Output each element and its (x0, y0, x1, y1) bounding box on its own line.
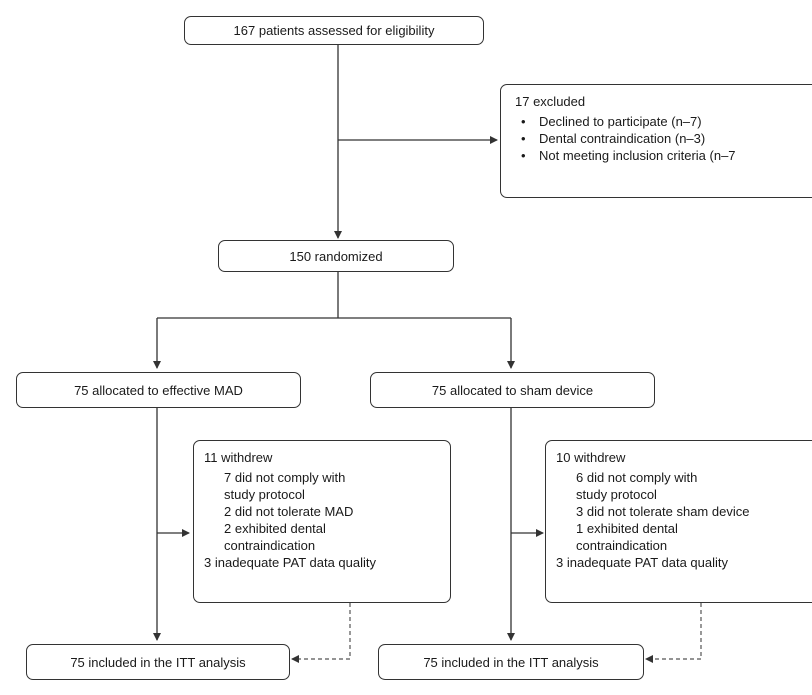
randomized-box: 150 randomized (218, 240, 454, 272)
exclusion-reason: Declined to participate (n–7) (515, 113, 812, 130)
withdrawal-reason: contraindication (224, 538, 316, 553)
arm2-withdrawal-box: 10 withdrew 6 did not comply with study … (545, 440, 812, 603)
exclusion-box: 17 excluded Declined to participate (n–7… (500, 84, 812, 198)
arm2-analysis-box: 75 included in the ITT analysis (378, 644, 644, 680)
exclusion-title: 17 excluded (515, 94, 586, 109)
withdrawal-reason: 6 did not comply with (576, 470, 698, 485)
withdrawal-reason: 3 inadequate PAT data quality (204, 555, 377, 570)
arm2-allocation-text: 75 allocated to sham device (431, 382, 594, 398)
arm1-analysis-box: 75 included in the ITT analysis (26, 644, 290, 680)
arm2-allocation-box: 75 allocated to sham device (370, 372, 655, 408)
exclusion-reason: Not meeting inclusion criteria (n–7 (515, 147, 812, 164)
arm2-pat-dashed (645, 603, 702, 663)
assessed-text: 167 patients assessed for eligibility (233, 23, 435, 38)
withdrawal-reason: 3 did not tolerate sham device (576, 504, 750, 519)
withdrawal-reason: contraindication (576, 538, 668, 553)
withdrawal-reason: study protocol (576, 487, 657, 502)
arm1-withdrawal-box: 11 withdrew 7 did not comply with study … (193, 440, 451, 603)
arm2-withdrew-title: 10 withdrew (556, 450, 626, 465)
withdrawal-reason: 3 inadequate PAT data quality (556, 555, 729, 570)
arm1-allocation-box: 75 allocated to effective MAD (16, 372, 301, 408)
arm1-withdrew-title: 11 withdrew (204, 450, 273, 465)
withdrawal-reason: study protocol (224, 487, 305, 502)
withdrawal-reason: 2 exhibited dental (224, 521, 326, 536)
withdrawal-reason: 1 exhibited dental (576, 521, 678, 536)
withdrawal-reason: 2 did not tolerate MAD (224, 504, 354, 519)
arm1-pat-dashed (291, 603, 351, 663)
arm1-allocation-text: 75 allocated to effective MAD (74, 382, 243, 398)
arm2-analysis-text: 75 included in the ITT analysis (423, 654, 599, 670)
exclusion-reason: Dental contraindication (n–3) (515, 130, 812, 147)
arm1-analysis-text: 75 included in the ITT analysis (70, 654, 246, 670)
randomized-text: 150 randomized (289, 248, 383, 264)
assessed-box: 167 patients assessed for eligibility (184, 16, 484, 45)
withdrawal-reason: 7 did not comply with (224, 470, 346, 485)
